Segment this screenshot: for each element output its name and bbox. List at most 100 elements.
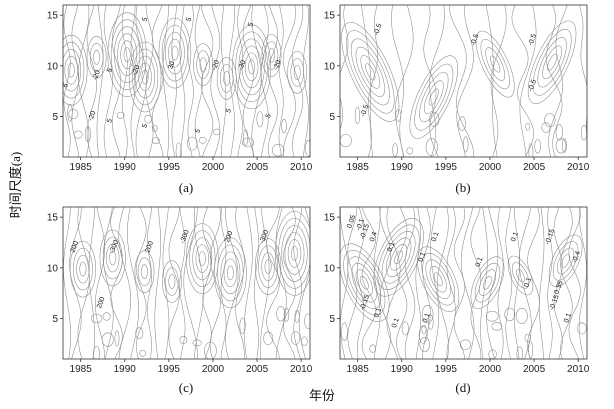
contour-label: 0.35 bbox=[553, 280, 564, 295]
contour-line bbox=[179, 207, 186, 359]
panel-3: 1985 1990 1995 2000 2005 2010 5 10 15 200 -300 200 -… bbox=[47, 206, 313, 395]
contour-ring bbox=[478, 269, 497, 296]
contour-line bbox=[251, 5, 262, 157]
contour-label: -20 bbox=[273, 59, 283, 71]
contour-ring bbox=[226, 265, 234, 281]
contour-ring bbox=[524, 333, 531, 342]
contour-label: 0.05 bbox=[346, 214, 357, 229]
x-tick-label: 1985 bbox=[70, 364, 93, 375]
contour-ring bbox=[354, 106, 360, 125]
contour-ring bbox=[261, 252, 275, 281]
x-tick-label: 1990 bbox=[114, 364, 137, 375]
contour-line bbox=[453, 207, 465, 359]
contour-ring bbox=[421, 305, 434, 324]
contour-line bbox=[254, 207, 259, 359]
contour-ring bbox=[255, 238, 282, 295]
contour-line bbox=[367, 5, 378, 157]
contour-line bbox=[260, 207, 270, 359]
contour-ring bbox=[504, 307, 516, 322]
contour-ring bbox=[144, 115, 152, 124]
contour-label: 0.1 bbox=[523, 277, 533, 289]
contour-line bbox=[293, 207, 302, 359]
contour-line bbox=[267, 5, 278, 157]
contour-ring bbox=[414, 63, 454, 131]
contour-line bbox=[88, 207, 95, 359]
contour-line bbox=[202, 207, 212, 359]
contour-line bbox=[303, 5, 309, 157]
contour-lines bbox=[340, 5, 587, 157]
contour-line bbox=[237, 5, 243, 157]
contour-ring bbox=[475, 30, 515, 98]
contour-ring bbox=[162, 260, 182, 303]
contour-line bbox=[183, 207, 198, 359]
contour-label: 0.1 bbox=[387, 241, 397, 253]
contour-ring bbox=[544, 113, 556, 128]
contour-line bbox=[130, 5, 136, 157]
contour-ring bbox=[141, 69, 149, 85]
contour-label: -0.1 bbox=[355, 218, 366, 232]
contour-line bbox=[391, 5, 405, 157]
contour-ring bbox=[528, 341, 534, 359]
contour-ring bbox=[263, 331, 274, 345]
contour-ring bbox=[527, 20, 577, 104]
contour-ring bbox=[283, 307, 290, 322]
contour-ring bbox=[417, 246, 460, 312]
contour-ring bbox=[84, 126, 91, 142]
contour-ring bbox=[470, 256, 505, 309]
contour-line bbox=[77, 5, 90, 157]
contour-ring bbox=[214, 237, 247, 309]
contour-ring bbox=[483, 275, 492, 290]
contour-line bbox=[242, 5, 254, 157]
x-tick-label: 1995 bbox=[435, 162, 458, 173]
contour-ring bbox=[555, 138, 567, 154]
contour-label: 200 bbox=[224, 230, 235, 243]
contour-ring bbox=[261, 34, 282, 77]
contour-ring bbox=[258, 245, 278, 288]
contour-ring bbox=[109, 250, 117, 266]
contour-ring bbox=[217, 244, 244, 302]
contour-ring bbox=[419, 336, 430, 353]
contour-line bbox=[429, 5, 445, 157]
contour-ring bbox=[281, 118, 287, 134]
contour-line bbox=[63, 5, 71, 157]
contour-ring bbox=[264, 259, 272, 274]
contour-ring bbox=[220, 64, 234, 93]
contour-line bbox=[448, 5, 475, 157]
contour-ring bbox=[102, 312, 111, 321]
contour-line bbox=[168, 207, 180, 359]
contour-ring bbox=[120, 40, 134, 69]
contour-line bbox=[373, 207, 381, 359]
y-tick-label: 5 bbox=[52, 112, 58, 123]
contour-label: 5 bbox=[141, 123, 149, 129]
y-tick-label: 15 bbox=[324, 11, 336, 22]
contour-label: -0.15 bbox=[544, 228, 556, 245]
contour-ring bbox=[101, 332, 114, 347]
contour-ring bbox=[555, 124, 563, 141]
contour-ring bbox=[423, 80, 444, 114]
contour-label: 5 bbox=[225, 108, 233, 114]
contour-ring bbox=[243, 129, 249, 147]
contour-line bbox=[193, 207, 204, 359]
contour-ring bbox=[340, 134, 352, 148]
contour-ring bbox=[171, 45, 179, 61]
contour-line bbox=[422, 207, 431, 359]
contour-ring bbox=[557, 247, 575, 275]
x-tick-label: 1995 bbox=[158, 162, 181, 173]
contour-line bbox=[490, 5, 507, 157]
contour-ring bbox=[198, 137, 207, 144]
contour-line bbox=[145, 5, 154, 157]
contour-line bbox=[579, 5, 587, 138]
contour-ring bbox=[580, 124, 587, 141]
contour-ring bbox=[110, 19, 144, 90]
contour-line bbox=[340, 5, 349, 131]
contour-ring bbox=[244, 52, 259, 82]
contour-ring bbox=[532, 28, 572, 96]
contour-line bbox=[361, 5, 374, 157]
contour-label: -0.5 bbox=[470, 33, 481, 47]
contour-label: 5 bbox=[106, 118, 114, 124]
contour-ring bbox=[394, 250, 404, 265]
contour-ring bbox=[256, 111, 264, 128]
contour-ring bbox=[490, 55, 501, 73]
contour-label: -20 bbox=[132, 64, 142, 76]
